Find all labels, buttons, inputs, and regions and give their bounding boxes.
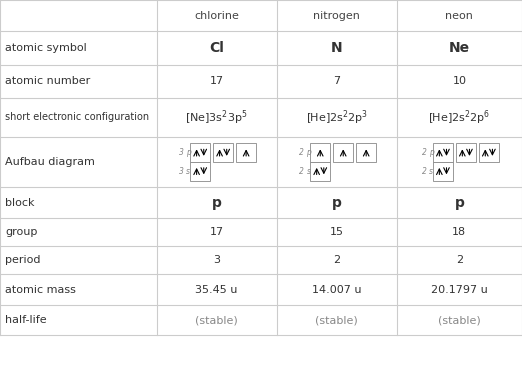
Text: 20.1797 u: 20.1797 u: [431, 285, 488, 295]
Text: (stable): (stable): [315, 315, 358, 325]
Text: chlorine: chlorine: [194, 11, 239, 21]
Text: 2: 2: [299, 148, 304, 157]
Text: atomic number: atomic number: [5, 76, 90, 87]
Text: p: p: [306, 148, 311, 157]
Bar: [191, 143, 210, 162]
Text: half-life: half-life: [5, 315, 47, 325]
Text: 14.007 u: 14.007 u: [312, 285, 361, 295]
Text: block: block: [5, 198, 35, 208]
Bar: [310, 161, 330, 181]
Text: s: s: [186, 166, 191, 176]
Text: Cl: Cl: [209, 41, 224, 55]
Text: s: s: [306, 166, 311, 176]
Text: 35.45 u: 35.45 u: [195, 285, 238, 295]
Text: N: N: [331, 41, 342, 55]
Text: s: s: [429, 166, 433, 176]
Bar: [356, 143, 376, 162]
Text: neon: neon: [445, 11, 473, 21]
Text: [He]2s$^2$2p$^6$: [He]2s$^2$2p$^6$: [428, 108, 491, 127]
Text: 17: 17: [209, 76, 224, 87]
Text: 2: 2: [422, 166, 426, 176]
Text: period: period: [5, 255, 41, 265]
Text: 3: 3: [213, 255, 220, 265]
Text: short electronic configuration: short electronic configuration: [5, 112, 149, 122]
Bar: [433, 143, 453, 162]
Text: p: p: [212, 196, 221, 209]
Text: Aufbau diagram: Aufbau diagram: [5, 157, 95, 167]
Text: 2: 2: [422, 148, 426, 157]
Text: p: p: [332, 196, 341, 209]
Text: Ne: Ne: [449, 41, 470, 55]
Text: 7: 7: [333, 76, 340, 87]
Text: p: p: [186, 148, 191, 157]
Bar: [310, 143, 330, 162]
Text: 3: 3: [179, 166, 184, 176]
Text: 2: 2: [333, 255, 340, 265]
Text: nitrogen: nitrogen: [313, 11, 360, 21]
Text: 17: 17: [209, 227, 224, 237]
Bar: [191, 161, 210, 181]
Text: 10: 10: [453, 76, 466, 87]
Text: 18: 18: [452, 227, 467, 237]
Text: (stable): (stable): [195, 315, 238, 325]
Text: 2: 2: [456, 255, 463, 265]
Text: [Ne]3s$^2$3p$^5$: [Ne]3s$^2$3p$^5$: [185, 108, 248, 127]
Text: 15: 15: [330, 227, 343, 237]
Text: p: p: [429, 148, 434, 157]
Text: (stable): (stable): [438, 315, 481, 325]
Bar: [433, 161, 453, 181]
Text: atomic mass: atomic mass: [5, 285, 76, 295]
Bar: [236, 143, 256, 162]
Text: p: p: [455, 196, 464, 209]
Bar: [479, 143, 499, 162]
Bar: [334, 143, 353, 162]
Text: atomic symbol: atomic symbol: [5, 43, 87, 53]
Text: 3: 3: [179, 148, 184, 157]
Text: 2: 2: [299, 166, 304, 176]
Text: group: group: [5, 227, 38, 237]
Text: [He]2s$^2$2p$^3$: [He]2s$^2$2p$^3$: [305, 108, 368, 127]
Bar: [213, 143, 233, 162]
Bar: [456, 143, 476, 162]
